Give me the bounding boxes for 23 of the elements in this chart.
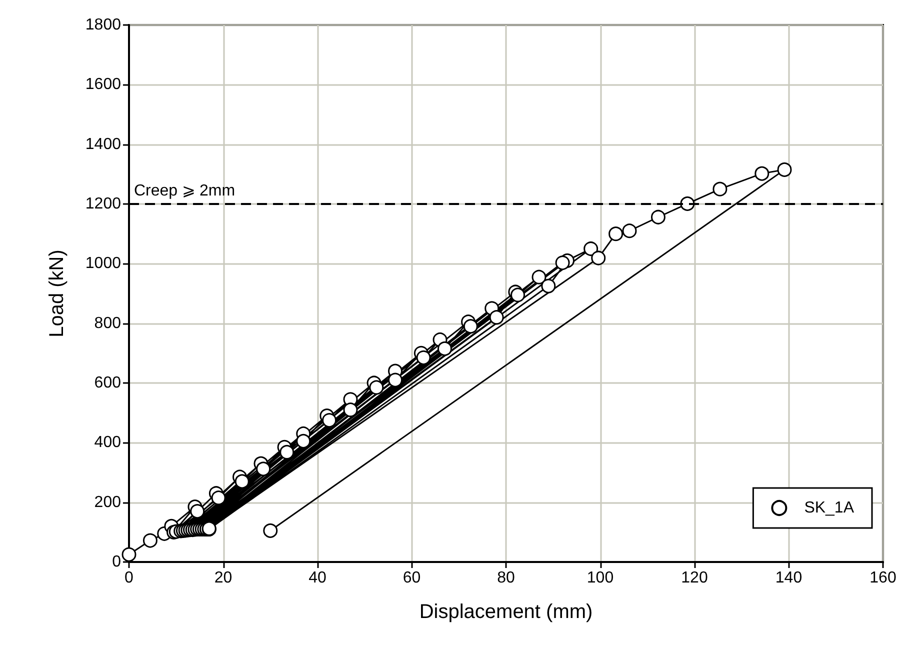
y-tick-label: 0 <box>112 554 122 570</box>
y-tick-label: 1400 <box>85 136 122 153</box>
x-tick-label: 20 <box>214 570 232 586</box>
x-tick-label: 60 <box>402 570 421 586</box>
y-tick-label: 1000 <box>85 255 122 272</box>
legend-label: SK_1A <box>804 500 854 516</box>
y-tick-label: 200 <box>94 494 122 511</box>
y-axis-title: Load (kN) <box>46 250 68 338</box>
x-axis-title: Displacement (mm) <box>419 601 593 623</box>
x-tick-label: 120 <box>681 570 708 586</box>
y-tick-label: 600 <box>94 374 122 392</box>
ref-line-label: Creep ⩾ 2mm <box>134 182 236 200</box>
y-tick-label: 1800 <box>85 16 122 34</box>
x-tick-label: 40 <box>308 570 326 586</box>
y-tick-label: 1600 <box>85 76 122 94</box>
x-tick-label: 160 <box>870 570 896 586</box>
y-tick-label: 400 <box>94 434 122 452</box>
x-tick-label: 140 <box>775 570 802 586</box>
x-tick-label: 0 <box>124 570 134 586</box>
y-tick-label: 800 <box>94 314 122 332</box>
x-tick-label: 80 <box>497 570 515 586</box>
x-tick-label: 100 <box>586 570 614 586</box>
y-tick-label: 1200 <box>85 196 122 212</box>
